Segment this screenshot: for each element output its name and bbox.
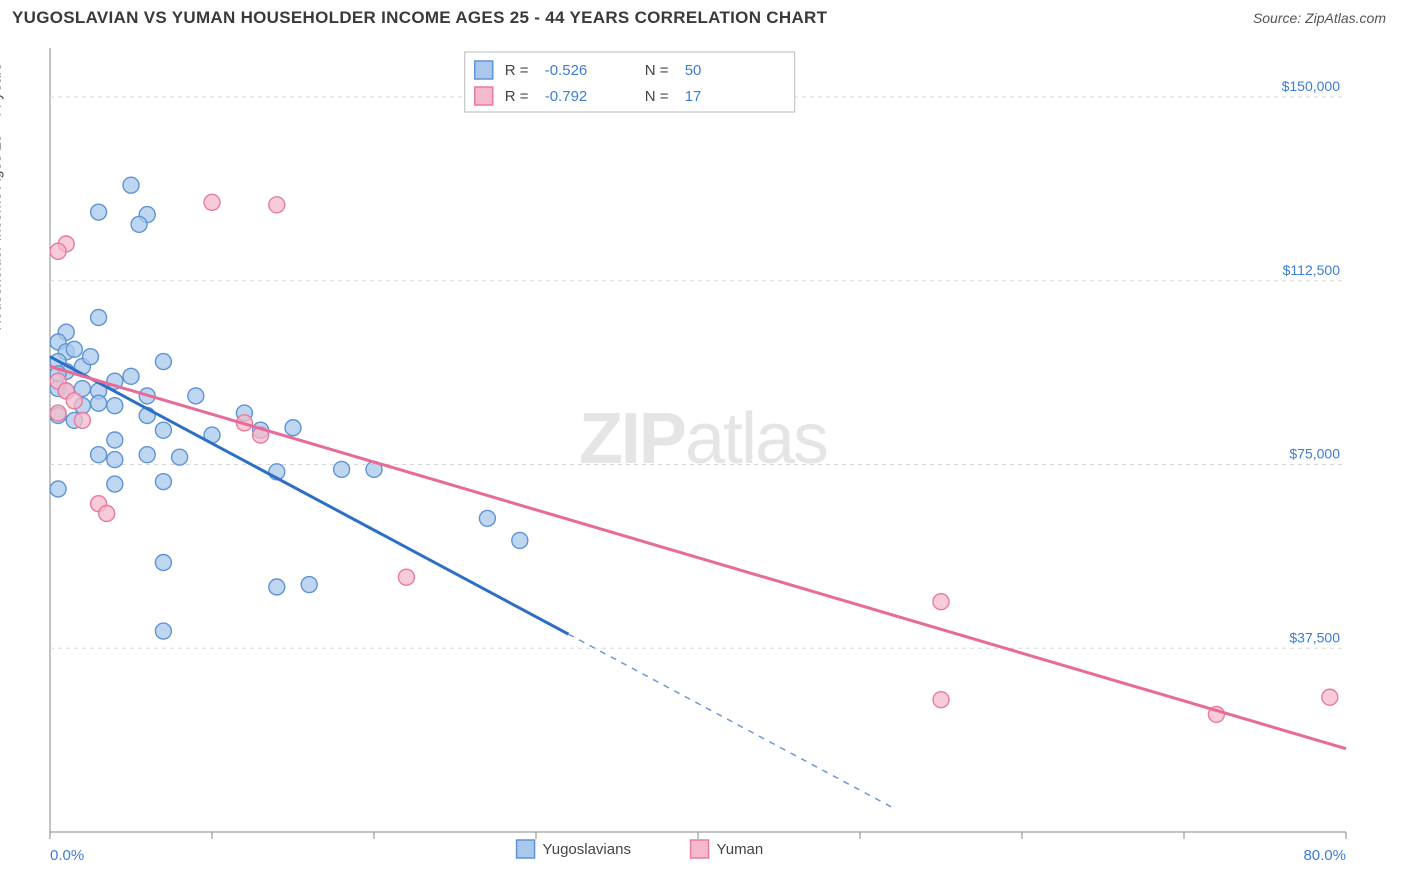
svg-text:50: 50 (685, 62, 702, 79)
chart-source: Source: ZipAtlas.com (1253, 10, 1386, 26)
svg-text:R =: R = (505, 62, 529, 79)
svg-text:80.0%: 80.0% (1303, 847, 1346, 864)
scatter-chart: $37,500 $75,000 $112,500 $150,000 0.0% 80.0% R… (0, 32, 1406, 880)
svg-text:R =: R = (505, 88, 529, 105)
svg-text:$112,500: $112,500 (1283, 262, 1341, 278)
svg-text:N =: N = (645, 62, 669, 79)
svg-text:$75,000: $75,000 (1289, 446, 1340, 462)
svg-text:-0.792: -0.792 (545, 88, 588, 105)
svg-text:$37,500: $37,500 (1289, 629, 1340, 645)
svg-text:Yugoslavians: Yugoslavians (543, 841, 631, 858)
chart-area: Householder Income Ages 25 - 44 years ZI… (0, 32, 1406, 880)
svg-text:0.0%: 0.0% (50, 847, 84, 864)
svg-text:17: 17 (685, 88, 702, 105)
svg-text:-0.526: -0.526 (545, 62, 588, 79)
chart-title: YUGOSLAVIAN VS YUMAN HOUSEHOLDER INCOME … (12, 8, 827, 28)
y-axis-label: Householder Income Ages 25 - 44 years (0, 63, 5, 331)
svg-text:$150,000: $150,000 (1282, 78, 1341, 94)
svg-text:Yuman: Yuman (717, 841, 764, 858)
svg-text:N =: N = (645, 88, 669, 105)
chart-header: YUGOSLAVIAN VS YUMAN HOUSEHOLDER INCOME … (0, 0, 1406, 32)
